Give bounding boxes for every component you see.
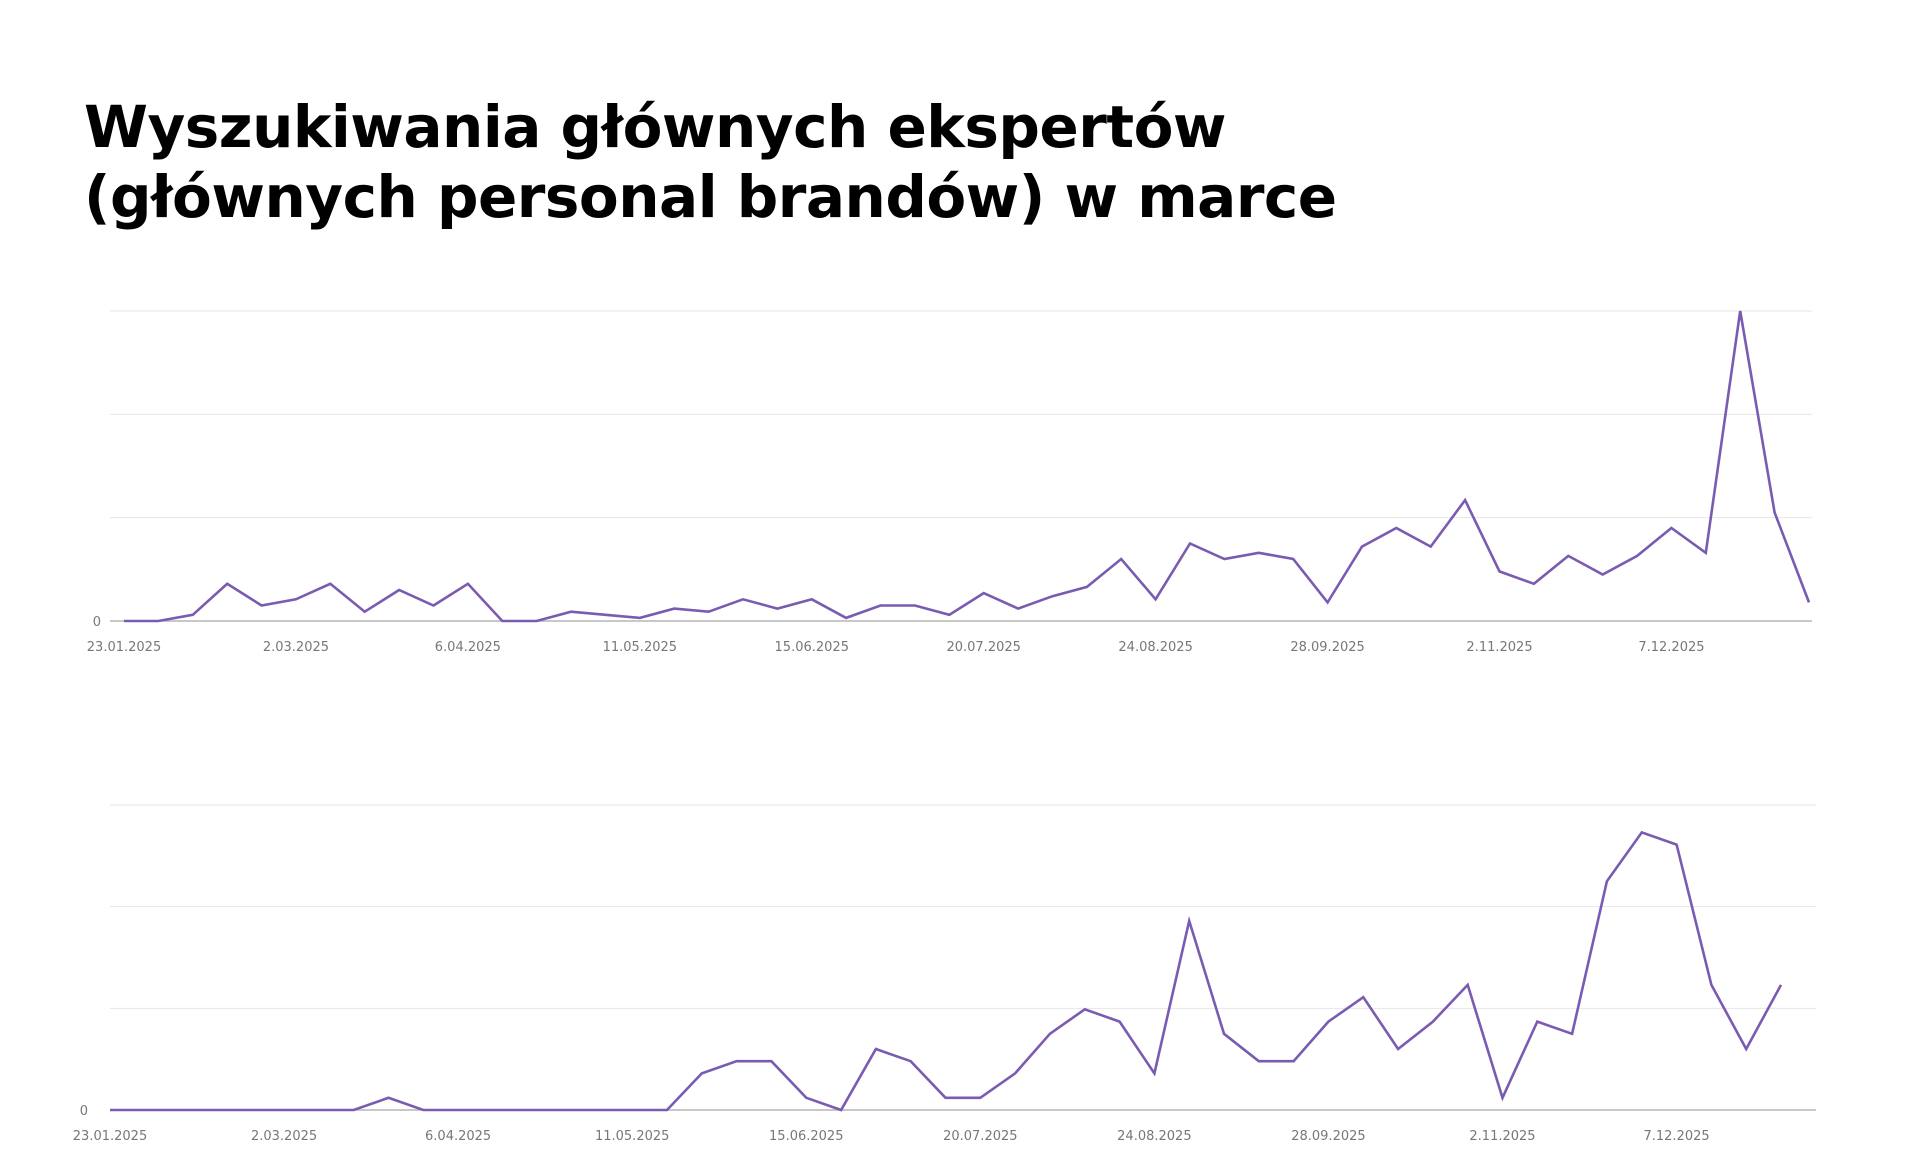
x-tick-label: 20.07.2025: [943, 1129, 1017, 1144]
x-tick-label: 11.05.2025: [595, 1129, 669, 1144]
series-line: [110, 830, 1783, 1112]
page-title-line-2: (głównych personal brandów) w marce: [84, 163, 1337, 231]
x-tick-label: 2.03.2025: [251, 1129, 317, 1144]
x-tick-label: 2.03.2025: [263, 640, 329, 655]
page-title: Wyszukiwania głównych ekspertów (głównyc…: [84, 92, 1784, 232]
x-tick-label: 28.09.2025: [1291, 1129, 1365, 1144]
page-title-line-1: Wyszukiwania głównych ekspertów: [84, 93, 1227, 161]
x-tick-label: 15.06.2025: [769, 1129, 843, 1144]
x-tick-label: 7.12.2025: [1638, 640, 1704, 655]
x-tick-label: 23.01.2025: [73, 1129, 147, 1144]
x-tick-label: 24.08.2025: [1117, 1129, 1191, 1144]
x-tick-label: 6.04.2025: [425, 1129, 491, 1144]
x-tick-label: 6.04.2025: [435, 640, 501, 655]
x-tick-label: 7.12.2025: [1643, 1129, 1709, 1144]
x-tick-label: 23.01.2025: [87, 640, 161, 655]
x-tick-label: 2.11.2025: [1466, 640, 1532, 655]
line-chart-bottom: 0 23.01.2025 2.03.2025 6.04.2025 11.05.2025 1…: [73, 804, 1816, 1144]
x-tick-label: 2.11.2025: [1469, 1129, 1535, 1144]
y-tick-label: 0: [80, 1104, 88, 1119]
x-tick-label: 24.08.2025: [1118, 640, 1192, 655]
line-chart-top: 0 23.01.2025 2.03.2025 6.04.2025 11.05.2025 1…: [87, 310, 1812, 655]
x-tick-label: 11.05.2025: [603, 640, 677, 655]
x-tick-label: 28.09.2025: [1290, 640, 1364, 655]
series-line: [124, 310, 1811, 623]
x-tick-label: 15.06.2025: [775, 640, 849, 655]
x-tick-label: 20.07.2025: [946, 640, 1020, 655]
y-tick-label: 0: [93, 615, 101, 630]
